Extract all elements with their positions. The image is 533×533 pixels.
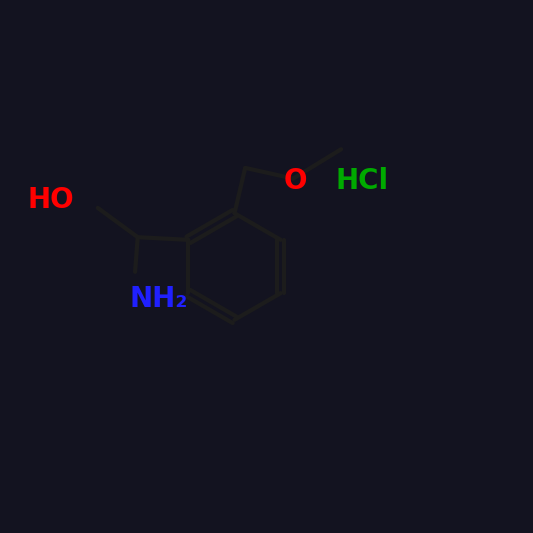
- Text: HCl: HCl: [336, 167, 389, 195]
- Text: O: O: [284, 167, 308, 195]
- Text: HO: HO: [27, 186, 74, 214]
- Text: NH₂: NH₂: [130, 285, 188, 313]
